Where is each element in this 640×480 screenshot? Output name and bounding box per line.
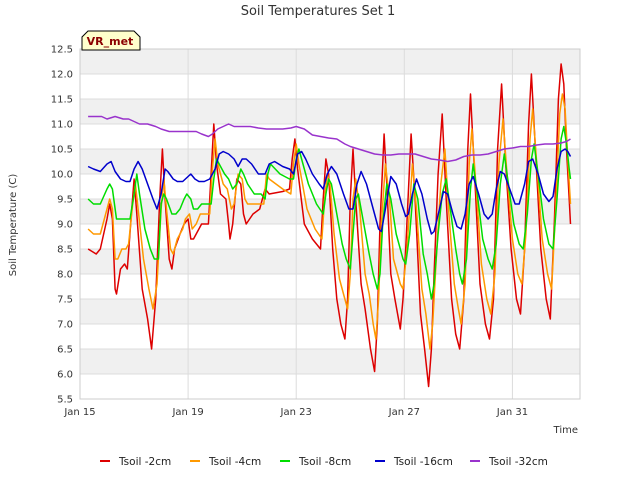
y-tick-label: 5.5: [57, 395, 73, 406]
chart-title: Soil Temperatures Set 1: [241, 4, 396, 19]
plot-frame: [79, 48, 581, 400]
x-tick-label: Jan 31: [496, 407, 528, 418]
station-label: VR_met: [87, 35, 134, 48]
series-line-5: [88, 115, 571, 163]
plot-band: [80, 349, 580, 374]
y-tick-label: 7.5: [57, 295, 73, 306]
y-tick-label: 8.5: [57, 245, 73, 256]
x-tick-label: Jan 27: [388, 407, 420, 418]
series-line-4: [87, 148, 572, 235]
axes: 5.5 6.0 6.5 7.0 7.5 8.0 8.5 9.0 9.5 10.0 10.5 11.0 1…: [51, 45, 581, 418]
y-tick-label: 9.0: [57, 220, 73, 231]
series-line-1: [87, 63, 572, 388]
series-lines: [87, 63, 572, 388]
plot-band: [80, 99, 580, 124]
legend-label: Tsoil -8cm: [298, 456, 351, 468]
series-line-2: [87, 93, 572, 350]
x-tick-label: Jan 15: [63, 407, 95, 418]
legend-label: Tsoil -32cm: [488, 456, 548, 468]
y-tick-label: 10.0: [51, 170, 73, 181]
legend-label: Tsoil -4cm: [208, 456, 261, 468]
plot-band: [80, 299, 580, 324]
y-tick-label: 6.0: [57, 370, 73, 381]
legend-label: Tsoil -16cm: [393, 456, 453, 468]
plot-band: [80, 249, 580, 274]
y-tick-label: 8.0: [57, 270, 73, 281]
legend-label: Tsoil -2cm: [118, 456, 171, 468]
x-tick-label: Jan 23: [280, 407, 312, 418]
x-tick-label: Jan 19: [171, 407, 203, 418]
y-axis-title: Soil Temperature (C): [8, 174, 19, 277]
x-axis-title: Time: [553, 425, 578, 436]
y-tick-label: 10.5: [51, 145, 73, 156]
y-tick-label: 11.5: [51, 95, 73, 106]
y-tick-label: 6.5: [57, 345, 73, 356]
series-line-3: [87, 125, 572, 300]
y-tick-label: 9.5: [57, 195, 73, 206]
y-tick-label: 11.0: [51, 120, 73, 131]
station-label-box: VR_met: [81, 30, 141, 51]
y-tick-label: 12.0: [51, 70, 73, 81]
y-tick-label: 12.5: [51, 45, 73, 56]
y-tick-label: 7.0: [57, 320, 73, 331]
legend: Tsoil -2cm Tsoil -4cm Tsoil -8cm Tsoil -16c…: [100, 456, 548, 468]
plot-band: [80, 49, 580, 74]
